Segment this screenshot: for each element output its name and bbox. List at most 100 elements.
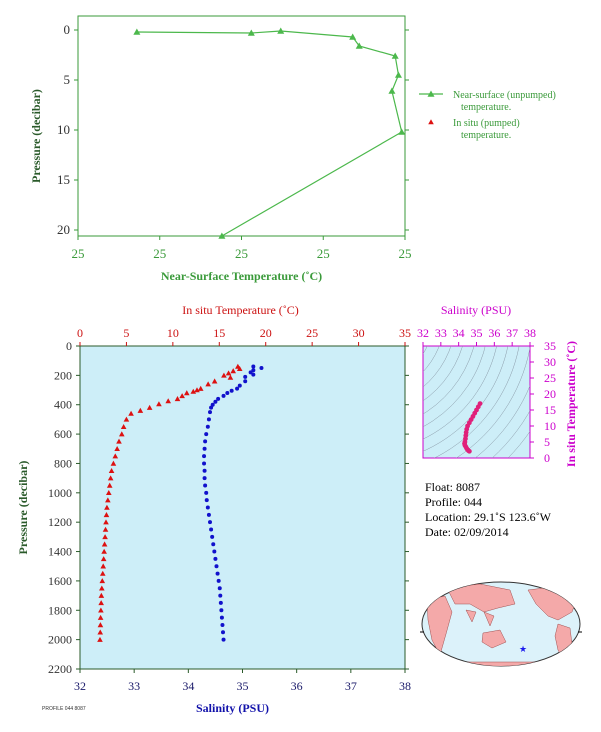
salinity-point xyxy=(206,417,211,422)
y-tick-label: 20 xyxy=(57,222,70,237)
temperature-point xyxy=(146,404,153,410)
top-x-tick-label: 30 xyxy=(353,326,365,340)
near-surface-point xyxy=(398,128,406,135)
salinity-point xyxy=(251,372,256,377)
salinity-point xyxy=(243,374,248,379)
near-surface-point xyxy=(277,27,285,34)
ts-y-tick-label: 0 xyxy=(544,451,550,465)
near-surface-point xyxy=(349,33,357,40)
salinity-point xyxy=(202,446,207,451)
salinity-point xyxy=(204,498,209,503)
salinity-point xyxy=(202,461,207,466)
bottom-x-tick-label: 32 xyxy=(74,679,86,693)
temperature-point xyxy=(230,368,237,374)
temperature-point xyxy=(174,396,181,402)
temperature-point xyxy=(116,438,122,444)
salinity-point xyxy=(205,424,210,429)
temperature-point xyxy=(98,600,104,606)
near-surface-point xyxy=(355,42,363,49)
salinity-point xyxy=(209,405,214,410)
float-id: Float: 8087 xyxy=(425,480,481,494)
temperature-point xyxy=(227,374,234,380)
temperature-point xyxy=(105,497,111,503)
temperature-point xyxy=(98,607,104,613)
y-tick-label: 15 xyxy=(57,172,70,187)
temperature-point xyxy=(97,614,104,620)
salinity-point xyxy=(210,402,215,407)
ts-point xyxy=(466,448,472,454)
top-x-tick-label: 10 xyxy=(167,326,179,340)
bottom-x-tick-label: 38 xyxy=(399,679,411,693)
salinity-point xyxy=(248,370,253,375)
bottom-axis-label: Salinity (PSU) xyxy=(196,701,269,715)
salinity-point xyxy=(211,542,216,547)
bottom-x-tick-label: 35 xyxy=(237,679,249,693)
temperature-point xyxy=(105,490,112,496)
temperature-point xyxy=(102,534,108,540)
salinity-point xyxy=(251,368,256,373)
x-tick-label: 25 xyxy=(317,246,330,261)
salinity-point xyxy=(229,388,234,393)
x-tick-label: 25 xyxy=(235,246,248,261)
near-surface-point xyxy=(391,52,399,59)
temperature-point xyxy=(97,622,104,628)
temperature-point xyxy=(107,475,114,481)
temperature-point xyxy=(137,407,144,413)
ts-x-tick-label: 34 xyxy=(453,326,465,340)
salinity-point xyxy=(213,556,218,561)
ts-y-axis-label: In situ Temperature (˚C) xyxy=(564,341,578,467)
temperature-salinity-profile-chart: 0200400600800100012001400160018002000220… xyxy=(16,303,411,715)
near-surface-line xyxy=(136,30,403,237)
ts-diagram-chart: 32 33 34 35 36 37 38 Salinity (PSU) 0 5 10 15 20 25 30… xyxy=(417,303,578,467)
y-tick-label: 1200 xyxy=(48,515,72,529)
plot-area xyxy=(79,345,406,670)
float-info-panel: Float: 8087 Profile: 044 Location: 29.1˚… xyxy=(425,480,551,540)
salinity-point xyxy=(208,520,212,525)
bottom-x-tick-label: 34 xyxy=(182,679,194,693)
temperature-point xyxy=(103,519,109,525)
near-surface-point xyxy=(394,71,402,78)
ts-x-tick-label: 37 xyxy=(506,326,518,340)
near-surface-point xyxy=(247,29,255,36)
world-map: ★ xyxy=(420,581,582,667)
temperature-point xyxy=(100,563,107,569)
ts-y-tick-label: 20 xyxy=(544,387,556,401)
temperature-point xyxy=(99,585,105,591)
x-axis-label: Near-Surface Temperature (˚C) xyxy=(161,269,322,283)
salinity-point xyxy=(218,600,223,605)
ts-x-tick-label: 35 xyxy=(471,326,483,340)
temperature-point xyxy=(99,570,106,576)
top-x-tick-label: 25 xyxy=(306,326,318,340)
salinity-point xyxy=(219,608,224,613)
temperature-point xyxy=(114,445,120,452)
salinity-point xyxy=(251,364,256,369)
near-surface-point xyxy=(388,87,396,94)
temperature-point xyxy=(97,636,103,642)
salinity-point xyxy=(225,390,230,395)
salinity-point xyxy=(202,468,207,473)
salinity-point xyxy=(206,512,211,517)
legend-entry: Near-surface (unpumped) xyxy=(453,90,556,101)
y-tick-label: 5 xyxy=(64,72,71,87)
y-tick-label: 0 xyxy=(66,339,72,353)
x-tick-label: 25 xyxy=(72,246,85,261)
salinity-point xyxy=(205,505,210,510)
salinity-point xyxy=(212,549,217,554)
legend-entry: temperature. xyxy=(461,130,511,141)
ts-plot-area xyxy=(422,345,531,459)
ts-x-tick-label: 32 xyxy=(417,326,429,340)
salinity-point xyxy=(221,630,225,635)
x-tick-label: 25 xyxy=(399,246,412,261)
profile-number: Profile: 044 xyxy=(425,495,482,509)
ts-x-tick-label: 33 xyxy=(435,326,447,340)
y-axis-label: Pressure (decibar) xyxy=(29,89,43,183)
temperature-point xyxy=(179,393,185,399)
salinity-point xyxy=(216,578,221,583)
temperature-point xyxy=(194,387,200,393)
temperature-point xyxy=(197,385,204,391)
temperature-point xyxy=(190,388,197,394)
temperature-point xyxy=(101,541,108,547)
x-tick-label: 25 xyxy=(153,246,166,261)
y-tick-label: 10 xyxy=(57,122,70,137)
salinity-point xyxy=(204,432,209,437)
